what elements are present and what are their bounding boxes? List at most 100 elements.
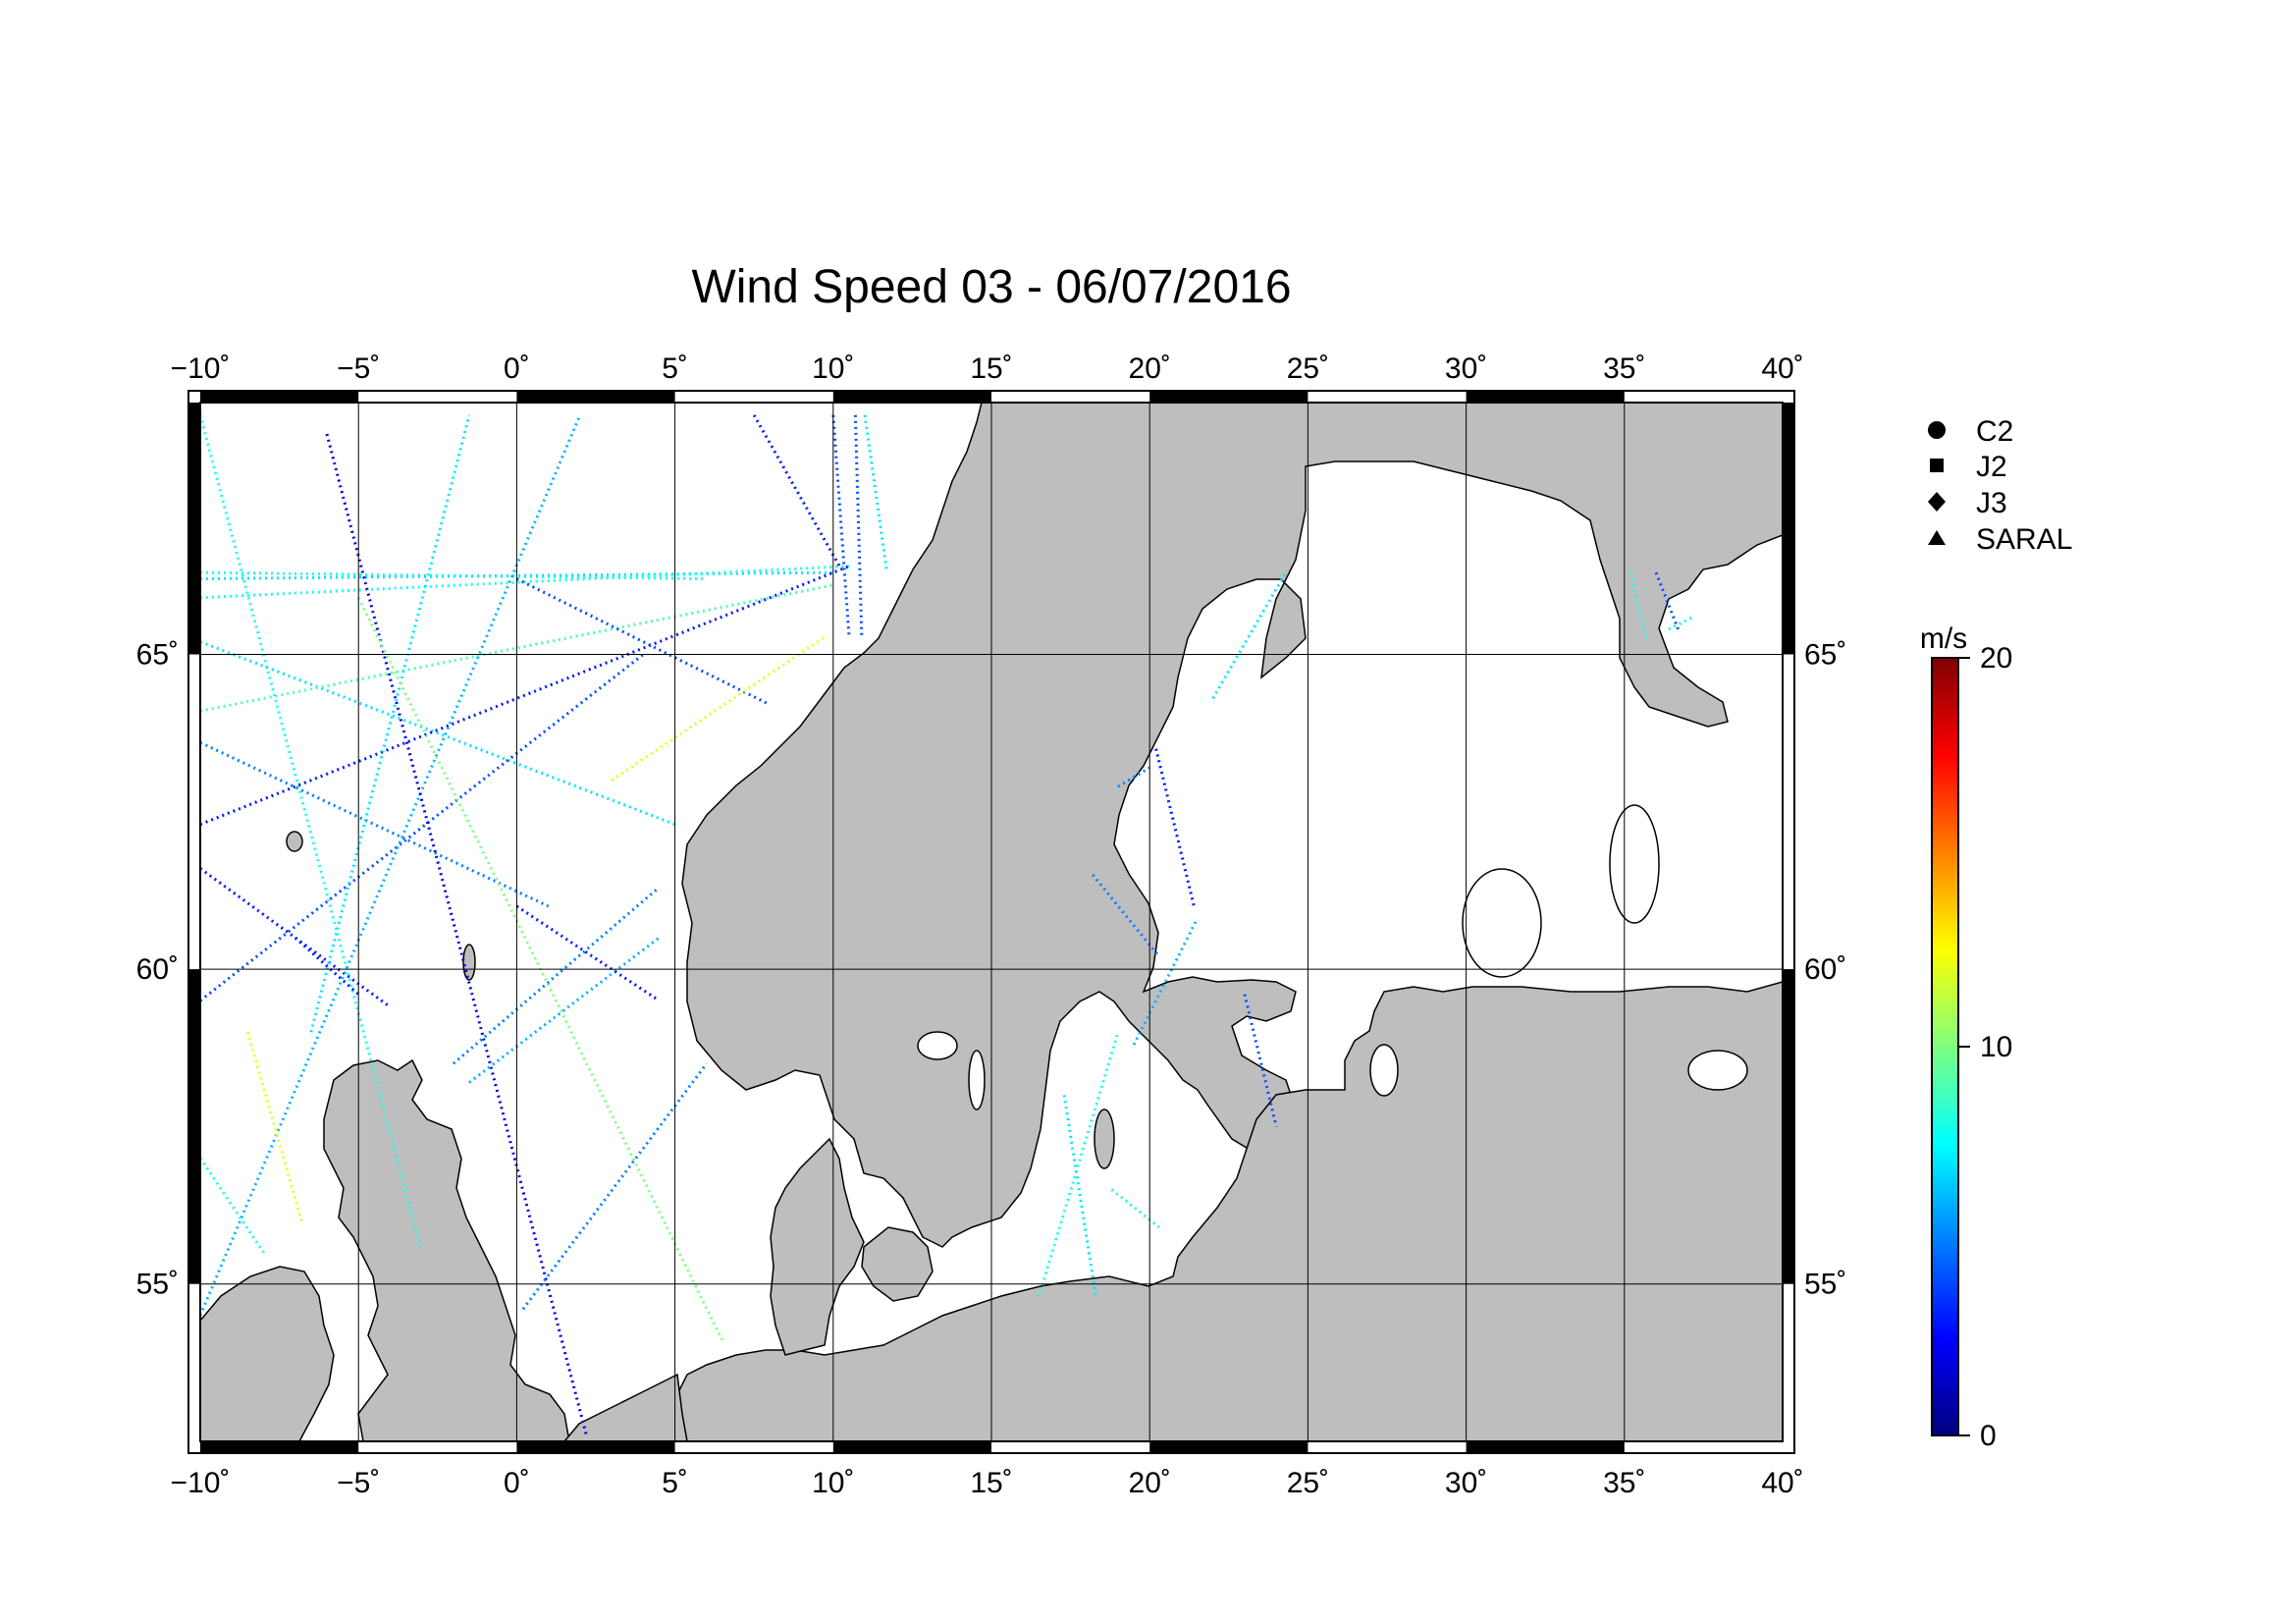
track-36 — [1629, 571, 1648, 642]
frame-segment-bottom-8 — [1466, 1441, 1625, 1453]
tick-label-lon-top-1: −5˚ — [337, 352, 380, 385]
tick-label-lon-bottom-6: 20˚ — [1129, 1467, 1171, 1499]
track-17 — [452, 886, 661, 1065]
land-low-countries — [563, 1373, 688, 1441]
tick-label-lon-bottom-9: 35˚ — [1603, 1467, 1645, 1499]
tick-label-lat-left-1: 60˚ — [136, 953, 179, 986]
colorbar: m/s 0 10 20 — [1920, 622, 2013, 1452]
track-35 — [1117, 766, 1150, 788]
lake-onega — [1609, 804, 1660, 924]
land-southern-baltic — [667, 981, 1783, 1441]
legend-square-icon — [1930, 459, 1944, 472]
tick-label-lon-top-3: 5˚ — [662, 352, 688, 385]
tick-label-lon-bottom-10: 40˚ — [1761, 1467, 1803, 1499]
frame-segment-top-0 — [200, 391, 359, 403]
tick-label-lon-bottom-2: 0˚ — [504, 1467, 530, 1499]
track-10 — [200, 1157, 265, 1254]
tick-label-lon-top-0: −10˚ — [171, 352, 231, 385]
track-4 — [200, 640, 676, 827]
map-frame — [187, 390, 1795, 1454]
island-faroe — [286, 831, 303, 852]
tick-label-lon-bottom-8: 30˚ — [1445, 1467, 1487, 1499]
frame-segment-bottom-6 — [1149, 1441, 1308, 1453]
legend-label-j2: J2 — [1976, 451, 2007, 483]
track-32 — [1110, 1188, 1160, 1229]
legend-triangle-icon — [1928, 530, 1946, 545]
lake-peipus — [1369, 1044, 1399, 1097]
tick-label-lon-bottom-4: 10˚ — [812, 1467, 854, 1499]
track-38 — [1668, 615, 1695, 631]
tick-label-lat-right-2: 65˚ — [1804, 638, 1846, 671]
tick-label-lon-bottom-1: −5˚ — [337, 1467, 380, 1499]
map-grid — [200, 403, 1783, 1441]
track-7 — [200, 565, 850, 827]
tick-label-lon-top-9: 35˚ — [1603, 352, 1645, 385]
frame-segment-top-4 — [832, 391, 991, 403]
track-19 — [468, 936, 661, 1084]
legend-label-j3: J3 — [1976, 487, 2007, 519]
colorbar-unit: m/s — [1920, 622, 1967, 655]
frame-segment-bottom-4 — [832, 1441, 991, 1453]
frame-segment-bottom-2 — [516, 1441, 675, 1453]
legend-label-c2: C2 — [1976, 415, 2013, 448]
track-25 — [853, 414, 864, 636]
legend: C2 J2 J3 SARAL — [1928, 415, 2072, 556]
land-denmark — [770, 1137, 865, 1356]
tick-label-lon-bottom-5: 15˚ — [970, 1467, 1012, 1499]
frame-segment-top-2 — [516, 391, 675, 403]
tick-label-lat-left-0: 55˚ — [136, 1269, 179, 1301]
colorbar-ticks: 0 10 20 — [1958, 642, 2012, 1452]
tick-label-lon-top-7: 25˚ — [1287, 352, 1329, 385]
frame-segment-right-3 — [1783, 403, 1794, 655]
track-1 — [200, 570, 707, 581]
tick-label-lon-bottom-3: 5˚ — [662, 1467, 688, 1499]
track-24 — [831, 414, 851, 636]
track-22 — [611, 634, 828, 782]
colorbar-tick-label-1: 10 — [1980, 1031, 2012, 1063]
tick-label-lon-top-2: 0˚ — [504, 352, 530, 385]
legend-label-saral: SARAL — [1976, 523, 2072, 556]
colorbar-gradient — [1931, 657, 1959, 1436]
frame-segment-left-3 — [188, 403, 200, 655]
tick-label-lon-top-8: 30˚ — [1445, 352, 1487, 385]
frame-segment-left-1 — [188, 969, 200, 1284]
track-14 — [325, 433, 588, 1435]
lake-vattern — [968, 1050, 986, 1110]
island-gotland — [1094, 1109, 1115, 1169]
track-3 — [200, 565, 849, 600]
track-13 — [309, 414, 471, 1033]
track-16 — [294, 936, 360, 996]
colorbar-tick-label-0: 0 — [1980, 1420, 1997, 1452]
land-great-britain — [323, 1058, 570, 1441]
lake-rybinsk — [1687, 1050, 1748, 1091]
track-5 — [200, 583, 834, 713]
tick-label-lat-right-1: 60˚ — [1804, 953, 1846, 986]
colorbar-tick-label-2: 20 — [1980, 642, 2012, 675]
track-33 — [1211, 571, 1288, 700]
island-shetland — [462, 944, 476, 981]
tick-label-lat-right-0: 55˚ — [1804, 1269, 1846, 1301]
tick-label-lon-top-5: 15˚ — [970, 352, 1012, 385]
land-ireland — [200, 1266, 335, 1441]
tick-label-lon-top-10: 40˚ — [1761, 352, 1803, 385]
track-34 — [1243, 994, 1278, 1127]
track-21 — [515, 577, 771, 707]
tick-label-lon-top-6: 20˚ — [1129, 352, 1171, 385]
legend-circle-icon — [1928, 421, 1946, 439]
legend-diamond-icon — [1928, 492, 1946, 512]
track-37 — [1654, 571, 1681, 630]
frame-segment-bottom-0 — [200, 1441, 359, 1453]
tick-label-lon-bottom-7: 25˚ — [1287, 1467, 1329, 1499]
frame-segment-top-8 — [1466, 391, 1625, 403]
frame-segment-right-1 — [1783, 969, 1794, 1284]
land-scandinavia-russia — [681, 403, 1783, 1248]
tick-label-lat-left-2: 65˚ — [136, 638, 179, 671]
track-30 — [1037, 1031, 1120, 1297]
lake-ladoga — [1462, 868, 1542, 978]
axis-tick-labels: −10˚ −10˚ −5˚ −5˚ 0˚ 0˚ 5˚ 5˚ 10˚ 10˚ 15˚ 15˚ 20˚ 20˚… — [136, 352, 1847, 1499]
land-layer — [200, 403, 1783, 1441]
map-title: Wind Speed 03 - 06/07/2016 — [691, 261, 1291, 313]
lake-vanern — [917, 1031, 958, 1060]
track-18 — [521, 1062, 709, 1311]
